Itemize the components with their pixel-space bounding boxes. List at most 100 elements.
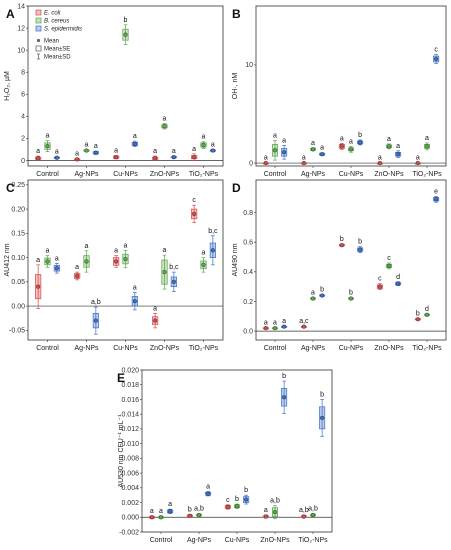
- significance-letter: a: [172, 148, 176, 155]
- y-tick-label: 0.20: [11, 206, 25, 213]
- y-tick-label: 0.018: [121, 382, 139, 389]
- mean-point: [168, 509, 173, 514]
- y-axis-title: AU530 nm CFU⁻¹ mL⁻¹: [118, 414, 125, 488]
- mean-point: [45, 259, 50, 264]
- legend-swatch: [35, 25, 42, 32]
- y-tick-label: 14: [17, 3, 25, 10]
- y-tick-label: 0.10: [11, 255, 25, 262]
- y-tick-label: 8: [21, 70, 25, 77]
- panel-a: A 0 2 4 6 8 10 12 14 H₂O₂, µM Control Ag-NPs Cu-NPs Z…: [4, 3, 224, 178]
- mean-point: [210, 148, 215, 153]
- y-tick-label: 12: [17, 25, 25, 32]
- panel-letter: C: [6, 181, 15, 195]
- mean-point: [377, 284, 382, 289]
- panel-d: D 0.0 0.2 0.4 0.6 0.8 AU490 nm Control Ag-NPs Cu-…: [232, 179, 447, 352]
- mean-point: [320, 415, 325, 420]
- significance-letter: a: [340, 135, 344, 142]
- significance-letter: a: [168, 501, 172, 508]
- significance-letter: a: [85, 141, 89, 148]
- legend-label: Mean±SD: [44, 55, 71, 61]
- legend-label: Mean: [44, 39, 59, 45]
- x-tick-label: Control: [150, 537, 173, 544]
- x-tick-label: ZnO-NPs: [150, 345, 180, 352]
- mean-point: [320, 293, 325, 298]
- x-tick-label: TiO₂-NPs: [412, 171, 442, 178]
- significance-letter: a,b: [91, 299, 101, 306]
- x-tick-label: Ag-NPs: [187, 537, 212, 544]
- significance-letter: a: [206, 484, 210, 491]
- significance-letter: b: [235, 496, 239, 503]
- y-tick-label: 0.25: [11, 182, 25, 189]
- significance-letter: b,c: [169, 264, 179, 271]
- y-tick-label: 0.15: [11, 231, 25, 238]
- panel-letter: B: [232, 7, 241, 21]
- significance-letter: c: [226, 497, 230, 504]
- mean-point: [153, 156, 158, 161]
- legend: E. coli B. cereus S. epidermidis Mean Mean±S…: [35, 9, 82, 61]
- significance-letter: a: [349, 138, 353, 145]
- mean-point: [386, 144, 392, 149]
- significance-letter: a: [211, 141, 215, 148]
- significance-letter: a,c: [299, 318, 309, 325]
- panel-b: B 0 10 OH·, nM Control Ag-NPs Cu-NPs ZnO-NPs TiO…: [232, 5, 447, 178]
- x-tick-label: TiO₂-NPs: [412, 345, 442, 352]
- legend-swatch: [35, 9, 42, 16]
- y-tick-label: 0.012: [121, 426, 139, 433]
- y-tick-label: 0.014: [121, 411, 139, 418]
- significance-letter: c: [387, 255, 391, 262]
- mean-point: [210, 248, 215, 253]
- significance-letter: a: [273, 132, 277, 139]
- mean-point: [424, 312, 430, 317]
- x-tick-label: Cu-NPs: [339, 171, 364, 178]
- y-tick-label: 0.020: [121, 367, 139, 374]
- significance-letter: b,c: [208, 228, 218, 235]
- mean-point: [272, 326, 278, 331]
- mean-point: [225, 504, 230, 510]
- significance-letter: a: [94, 143, 98, 150]
- significance-letter: a: [163, 116, 167, 123]
- mean-point: [377, 160, 382, 166]
- significance-letter: c: [378, 276, 382, 283]
- significance-letter: a: [85, 243, 89, 250]
- x-tick-label: Cu-NPs: [113, 171, 138, 178]
- x-tick-label: Ag-NPs: [74, 171, 99, 178]
- significance-letter: d: [425, 306, 429, 313]
- y-tick-label: 0: [249, 160, 253, 167]
- y-tick-label: 0.004: [121, 485, 139, 492]
- mean-point: [244, 497, 249, 502]
- mean-point: [171, 279, 176, 284]
- mean-point: [339, 144, 344, 149]
- x-tick-label: Cu-NPs: [225, 537, 250, 544]
- x-tick-label: Ag-NPs: [301, 171, 326, 178]
- y-tick-label: 2: [21, 136, 25, 143]
- panel-letter: A: [6, 7, 15, 21]
- mean-point: [84, 148, 89, 153]
- mean-point: [93, 150, 98, 155]
- significance-letter: b: [320, 287, 324, 294]
- mean-point: [54, 155, 59, 160]
- y-axis-title: OH·, nM: [232, 73, 239, 100]
- significance-letter: a: [311, 140, 315, 147]
- significance-letter: a: [36, 148, 40, 155]
- y-tick-label: 0.4: [243, 269, 253, 276]
- significance-letter: a: [36, 257, 40, 264]
- y-tick-label: -0.05: [9, 328, 25, 335]
- mean-point: [123, 32, 128, 37]
- significance-letter: a: [159, 508, 163, 515]
- mean-point: [132, 299, 137, 304]
- mean-point: [434, 197, 439, 202]
- mean-point: [114, 259, 119, 264]
- significance-letter: a,b: [308, 506, 318, 513]
- mean-point: [434, 56, 439, 62]
- y-tick-label: 0.002: [121, 500, 139, 507]
- mean-point: [358, 140, 363, 145]
- x-tick-label: Cu-NPs: [113, 345, 138, 352]
- legend-label: E. coli: [44, 11, 61, 17]
- significance-letter: b: [416, 310, 420, 317]
- mean-point: [263, 326, 268, 331]
- legend-se-marker: [35, 45, 42, 52]
- mean-point: [310, 147, 316, 152]
- x-tick-label: Ag-NPs: [74, 345, 99, 352]
- mean-point: [132, 141, 137, 147]
